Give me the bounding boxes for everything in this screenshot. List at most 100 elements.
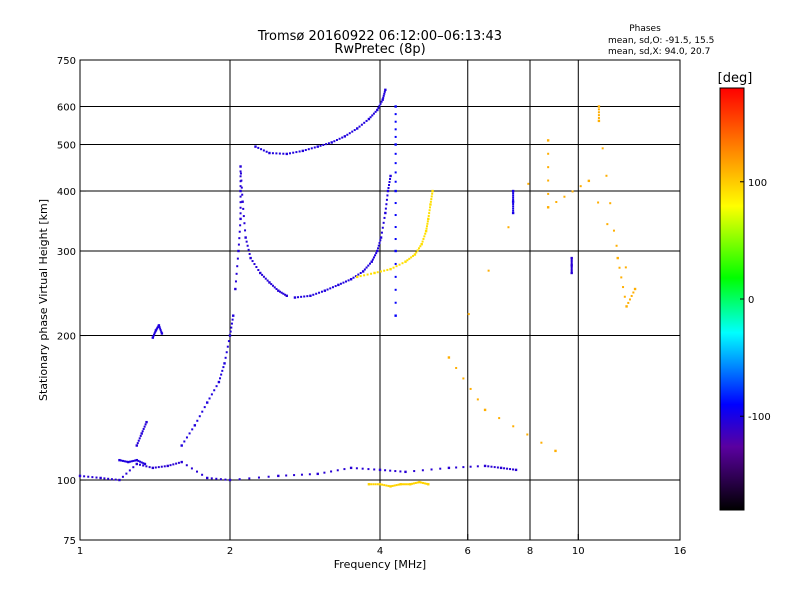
- data-point-fill: [293, 474, 296, 477]
- data-point: [205, 476, 209, 480]
- data-point: [239, 217, 242, 221]
- data-point-fill: [153, 333, 156, 336]
- data-point: [151, 336, 155, 339]
- data-point-fill: [512, 194, 515, 197]
- data-point: [386, 189, 390, 193]
- data-point: [404, 260, 407, 263]
- data-point-fill: [394, 275, 397, 278]
- data-point-fill: [412, 482, 415, 485]
- data-point-fill: [385, 198, 388, 201]
- data-point-fill: [622, 286, 625, 289]
- data-point: [127, 460, 130, 464]
- data-point-fill: [416, 481, 419, 484]
- data-point: [268, 151, 271, 155]
- data-point-fill: [597, 201, 600, 204]
- data-point-fill: [91, 476, 94, 479]
- data-point-fill: [220, 373, 223, 376]
- data-point-fill: [325, 143, 328, 146]
- data-point-fill: [242, 207, 245, 210]
- data-point-fill: [103, 477, 106, 480]
- data-point-fill: [365, 266, 368, 269]
- x-axis-label: Frequency [MHz]: [334, 558, 426, 571]
- data-point-fill: [395, 484, 398, 487]
- data-point-fill: [387, 187, 390, 190]
- data-point-fill: [239, 212, 242, 215]
- data-point: [597, 105, 601, 108]
- trace-e-es-o-mode: [78, 460, 518, 482]
- data-point-fill: [191, 428, 194, 431]
- data-point: [511, 189, 515, 193]
- data-point-fill: [431, 192, 434, 195]
- data-point-fill: [160, 330, 163, 333]
- data-point-fill: [351, 130, 354, 133]
- data-point-fill: [142, 427, 145, 430]
- data-point-fill: [128, 469, 131, 472]
- data-point-fill: [152, 335, 155, 338]
- data-point-fill: [244, 229, 247, 232]
- data-point-fill: [426, 222, 429, 225]
- data-point-fill: [420, 481, 423, 484]
- data-point-fill: [143, 425, 146, 428]
- x-tick-label: 8: [527, 546, 533, 557]
- data-point-fill: [370, 483, 373, 486]
- data-point: [546, 206, 550, 209]
- data-point-fill: [196, 470, 199, 473]
- data-point-fill: [224, 478, 227, 481]
- data-point-fill: [609, 202, 612, 205]
- data-point-fill: [394, 288, 397, 291]
- data-point-fill: [428, 212, 431, 215]
- data-point-fill: [380, 100, 383, 103]
- data-point-fill: [476, 465, 479, 468]
- data-point-fill: [333, 140, 336, 143]
- data-point-fill: [427, 215, 430, 218]
- data-point-fill: [320, 290, 323, 293]
- data-point-fill: [110, 478, 113, 481]
- data-point-fill: [138, 437, 141, 440]
- data-point-fill: [239, 206, 242, 209]
- data-point-fill: [503, 467, 506, 470]
- axis-layer: 1 2 4 6 8 10 16 75 100 200 300 400 500 600 750: [57, 56, 686, 557]
- data-point-fill: [394, 202, 397, 205]
- data-point-fill: [137, 439, 140, 442]
- data-point-fill: [338, 137, 341, 140]
- data-point-fill: [295, 151, 298, 154]
- data-point-fill: [615, 244, 618, 247]
- data-point-fill: [154, 330, 157, 333]
- data-point: [180, 460, 183, 464]
- data-point-fill: [547, 179, 550, 182]
- data-point-fill: [606, 223, 609, 226]
- data-point: [367, 483, 371, 486]
- data-point-fill: [363, 268, 366, 271]
- data-point-fill: [313, 146, 316, 149]
- data-point-fill: [423, 482, 426, 485]
- y-tick-label: 100: [57, 476, 76, 487]
- data-point-fill: [266, 279, 269, 282]
- data-point-fill: [229, 330, 232, 333]
- data-point-fill: [570, 265, 573, 268]
- colorbar-tick-label: -100: [748, 412, 771, 423]
- data-point-fill: [270, 283, 273, 286]
- y-tick-label: 600: [57, 103, 76, 114]
- data-point-fill: [183, 440, 186, 443]
- data-point-fill: [329, 287, 332, 290]
- data-point-fill: [570, 270, 573, 273]
- data-point-fill: [422, 237, 425, 240]
- data-point-fill: [401, 483, 404, 486]
- trace-x-mode-echoes-100-km: [367, 480, 430, 488]
- data-point-fill: [358, 125, 361, 128]
- data-point-fill: [571, 190, 574, 193]
- data-point-fill: [394, 226, 397, 229]
- data-point: [389, 174, 392, 178]
- data-point-fill: [381, 483, 384, 486]
- data-point-fill: [397, 483, 400, 486]
- data-point: [249, 256, 252, 260]
- data-point: [424, 229, 428, 233]
- data-point-fill: [429, 200, 432, 203]
- data-point-fill: [130, 460, 133, 463]
- data-point-fill: [512, 468, 515, 471]
- data-point-fill: [271, 284, 274, 287]
- trace-scattered-high-f: [447, 105, 637, 453]
- data-point-fill: [322, 143, 325, 146]
- data-point-fill: [363, 274, 366, 277]
